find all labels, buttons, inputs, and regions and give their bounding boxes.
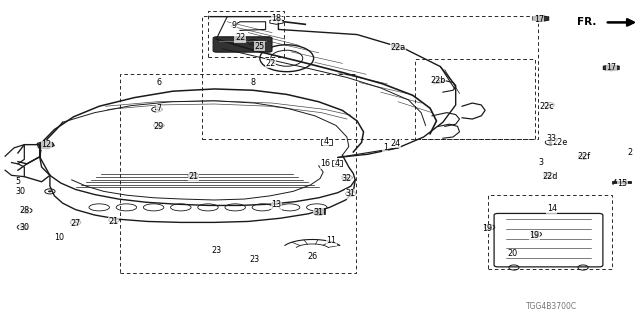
Bar: [332, 160, 342, 166]
Text: 22c: 22c: [540, 102, 555, 111]
Text: 22b: 22b: [431, 76, 446, 85]
Text: 23: 23: [211, 246, 221, 255]
Bar: [488, 195, 612, 269]
Text: 22a: 22a: [390, 43, 406, 52]
Circle shape: [191, 174, 195, 176]
Circle shape: [275, 203, 278, 205]
Text: 28: 28: [19, 206, 29, 215]
Circle shape: [20, 226, 24, 228]
Circle shape: [25, 210, 29, 212]
Text: 14: 14: [547, 204, 557, 213]
Text: 26: 26: [307, 252, 317, 261]
Text: 12: 12: [41, 140, 51, 149]
Circle shape: [534, 233, 538, 235]
Circle shape: [548, 141, 552, 143]
Text: 33: 33: [547, 134, 557, 143]
Text: 7: 7: [156, 104, 161, 113]
Text: TGG4B3700C: TGG4B3700C: [526, 302, 577, 311]
Bar: [321, 139, 332, 145]
Text: 19: 19: [483, 224, 493, 233]
Text: 16: 16: [320, 159, 330, 168]
Text: 21: 21: [109, 217, 119, 226]
Text: 30: 30: [15, 188, 26, 196]
Text: 18: 18: [271, 14, 282, 23]
Text: 31: 31: [314, 208, 324, 217]
Text: 22e: 22e: [552, 138, 568, 147]
Circle shape: [345, 177, 349, 179]
Circle shape: [155, 108, 159, 110]
Text: 31: 31: [346, 189, 356, 198]
Text: 1: 1: [383, 143, 388, 152]
Bar: [314, 208, 325, 214]
Circle shape: [436, 80, 440, 82]
Text: 22f: 22f: [577, 152, 590, 161]
Text: 29: 29: [154, 122, 164, 131]
Circle shape: [582, 156, 586, 158]
Circle shape: [395, 46, 399, 48]
Text: 22: 22: [235, 33, 245, 42]
Circle shape: [317, 212, 321, 214]
Text: 4: 4: [324, 137, 329, 146]
Text: 22d: 22d: [543, 172, 558, 181]
Circle shape: [157, 124, 161, 126]
Circle shape: [112, 219, 116, 221]
Text: 8: 8: [250, 78, 255, 87]
Text: 24: 24: [390, 139, 401, 148]
Text: 23: 23: [250, 255, 260, 264]
Text: 22: 22: [265, 59, 275, 68]
Text: 9: 9: [231, 21, 236, 30]
Text: 19: 19: [529, 231, 540, 240]
Polygon shape: [604, 65, 619, 71]
Circle shape: [488, 226, 492, 228]
Bar: [415, 59, 535, 139]
Text: 20: 20: [507, 249, 517, 258]
Text: 5: 5: [15, 177, 20, 186]
Text: 11: 11: [326, 236, 337, 245]
Circle shape: [547, 104, 551, 106]
Text: 27: 27: [70, 219, 81, 228]
Polygon shape: [37, 141, 54, 149]
Bar: [208, 11, 284, 57]
Text: 17: 17: [606, 63, 616, 72]
Text: FR.: FR.: [577, 17, 596, 28]
Text: 4: 4: [335, 159, 340, 168]
Text: 3: 3: [538, 158, 543, 167]
Text: 30: 30: [19, 223, 29, 232]
Circle shape: [251, 41, 255, 43]
Text: 15: 15: [617, 179, 627, 188]
Text: 6: 6: [156, 78, 161, 87]
Text: 25: 25: [254, 42, 264, 51]
Text: 10: 10: [54, 233, 64, 242]
Circle shape: [349, 193, 353, 195]
Circle shape: [74, 221, 77, 223]
FancyBboxPatch shape: [213, 37, 272, 52]
Text: 2: 2: [628, 148, 633, 157]
Bar: [120, 74, 356, 273]
Text: 13: 13: [271, 200, 282, 209]
Bar: [202, 16, 538, 139]
Polygon shape: [533, 16, 548, 21]
Circle shape: [547, 174, 551, 176]
Text: 21: 21: [188, 172, 198, 181]
Text: 17: 17: [534, 15, 544, 24]
Text: 32: 32: [342, 174, 352, 183]
Circle shape: [48, 190, 52, 192]
